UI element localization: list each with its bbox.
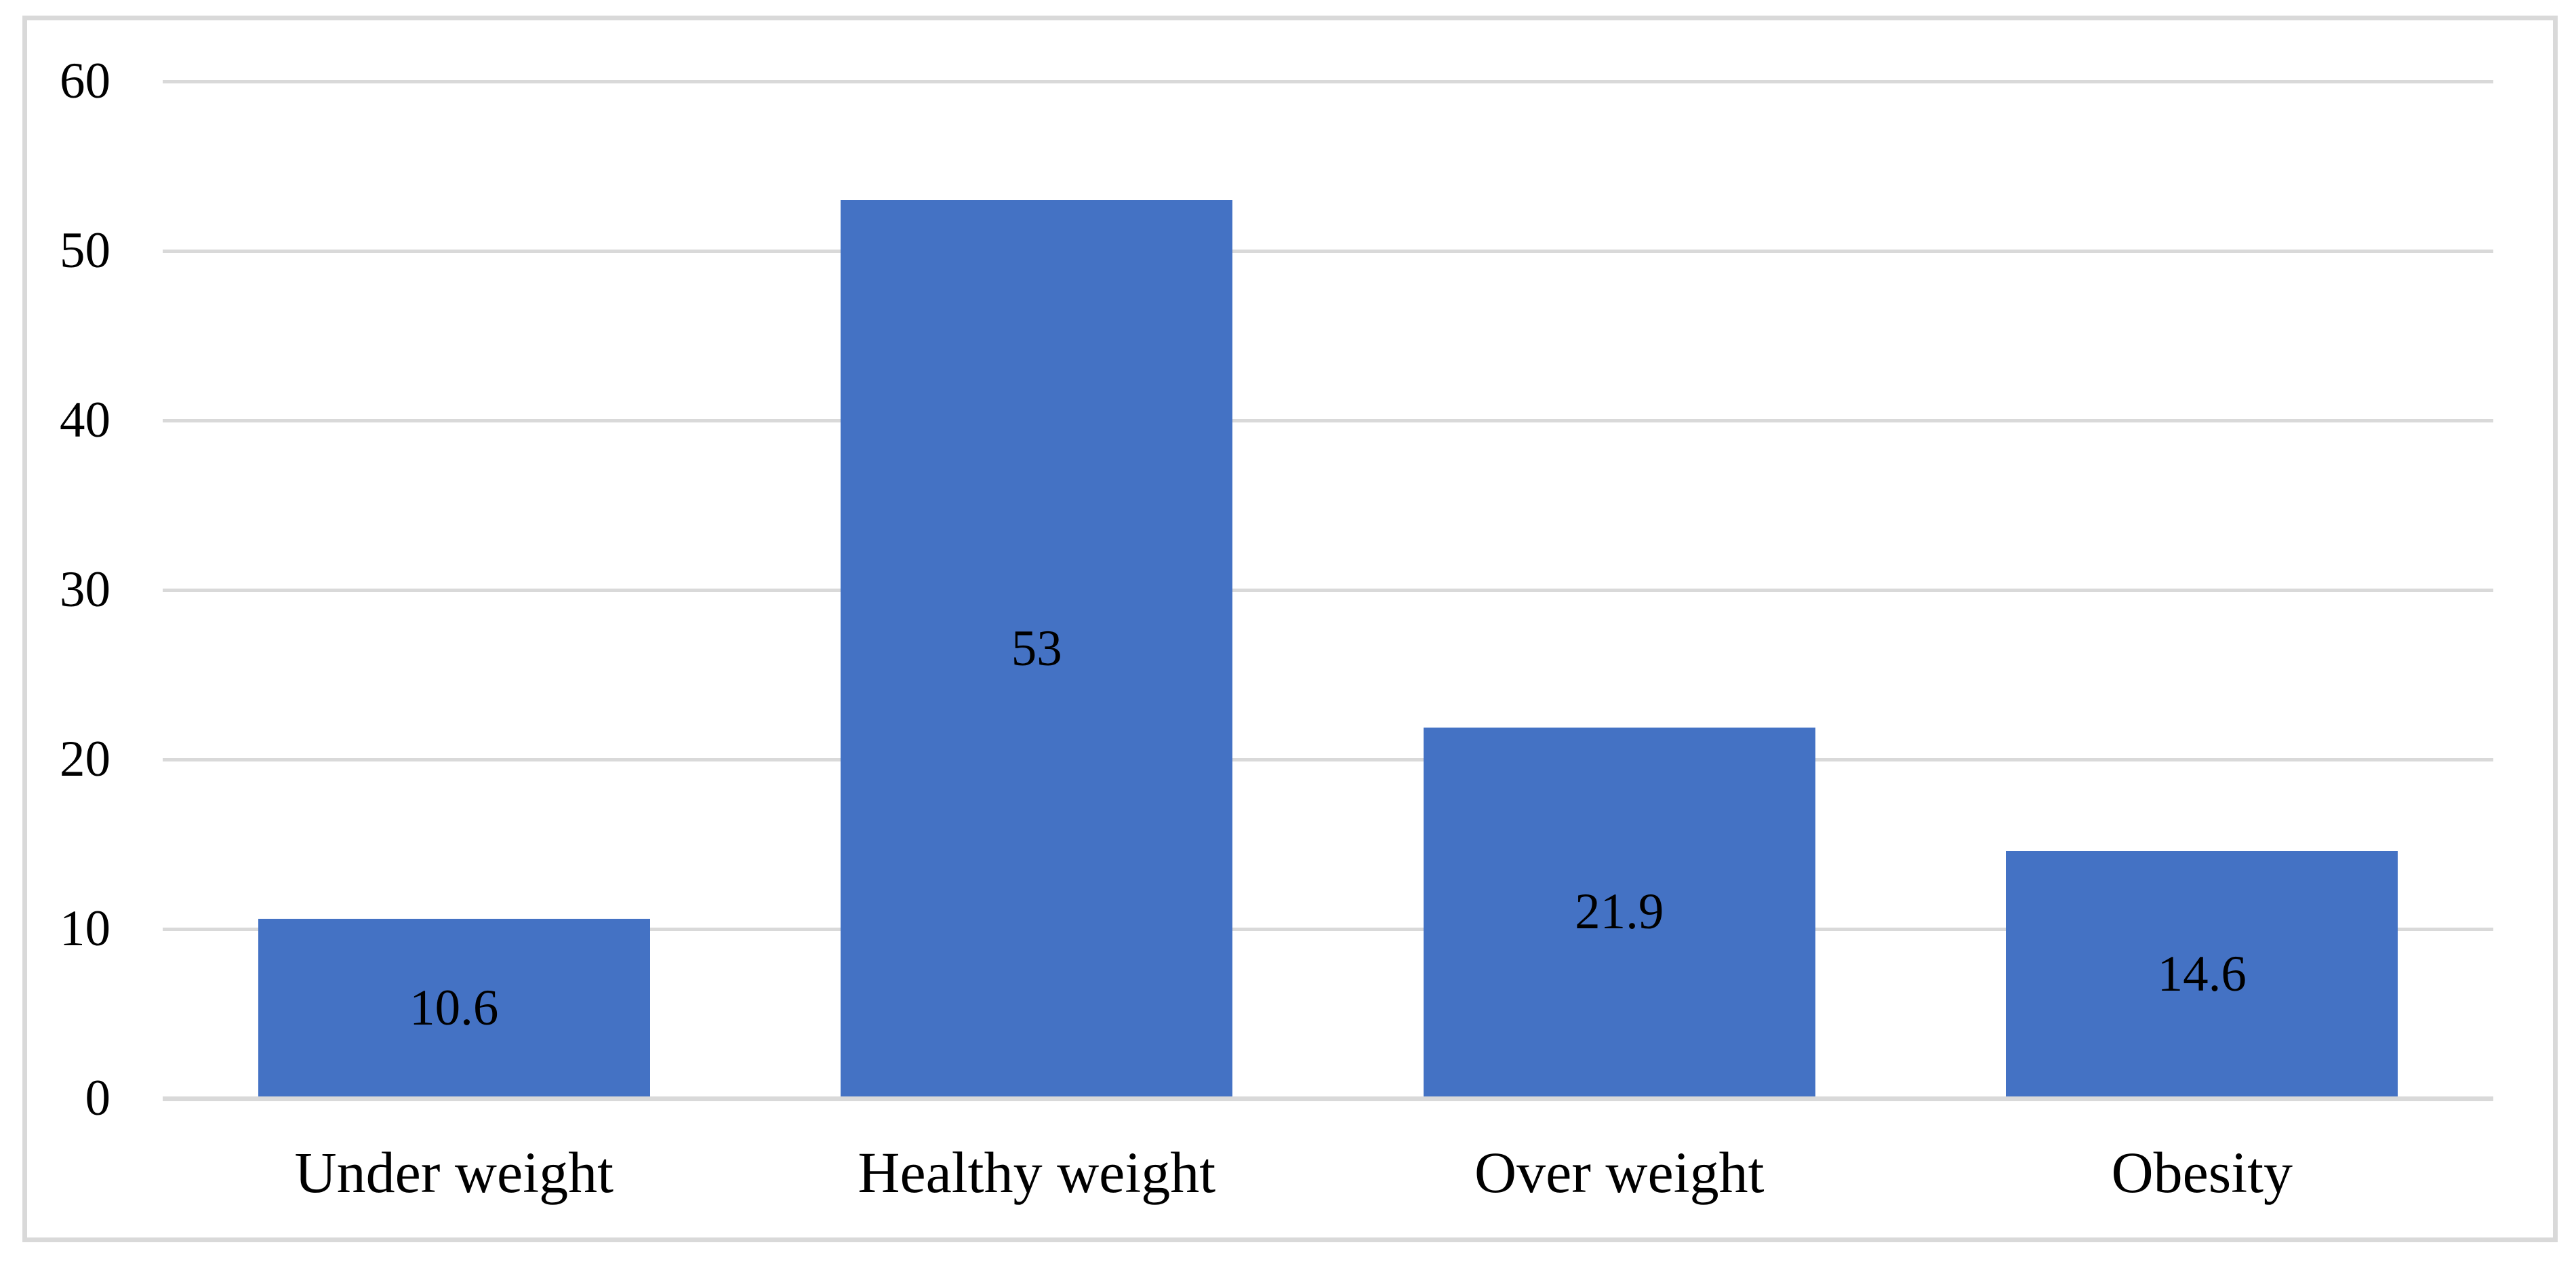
gridline-50	[163, 249, 2493, 253]
y-tick-label: 50	[60, 222, 110, 279]
x-axis-line	[163, 1096, 2493, 1101]
y-tick-label: 30	[60, 561, 110, 618]
bar-data-label: 14.6	[2157, 945, 2247, 1002]
bar-healthy-weight: 53	[841, 200, 1233, 1096]
bar-under-weight: 10.6	[258, 919, 650, 1096]
bar-data-label: 53	[1011, 620, 1062, 677]
y-tick-label: 10	[60, 900, 110, 957]
gridline-40	[163, 418, 2493, 422]
y-tick-label: 60	[60, 53, 110, 109]
bar-data-label: 21.9	[1575, 884, 1664, 940]
y-tick-label: 40	[60, 392, 110, 448]
x-category-label-under-weight: Under weight	[294, 1140, 613, 1205]
x-category-label-over-weight: Over weight	[1474, 1140, 1765, 1205]
gridline-20	[163, 757, 2493, 761]
bar-obesity: 14.6	[2006, 851, 2398, 1096]
x-category-label-healthy-weight: Healthy weight	[858, 1140, 1216, 1205]
bar-over-weight: 21.9	[1423, 727, 1815, 1096]
y-tick-label: 0	[85, 1070, 111, 1126]
gridline-30	[163, 588, 2493, 592]
gridline-10	[163, 927, 2493, 931]
bar-data-label: 10.6	[409, 979, 499, 1036]
gridline-60	[163, 79, 2493, 83]
x-category-label-obesity: Obesity	[2111, 1140, 2293, 1205]
y-tick-label: 20	[60, 731, 110, 787]
